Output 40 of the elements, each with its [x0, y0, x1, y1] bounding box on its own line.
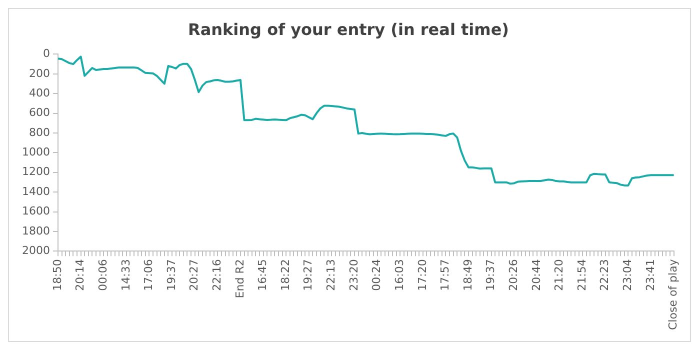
x-tick-label: 17:57	[438, 259, 452, 291]
y-tick-label: 2000	[22, 244, 50, 258]
x-tick-label: 00:06	[96, 259, 110, 291]
y-tick-label: 1800	[22, 224, 50, 238]
x-tick-label: 18:22	[278, 259, 292, 291]
x-tick-label: 19:27	[302, 259, 315, 291]
y-tick-label: 0	[42, 47, 50, 60]
x-tick-label: 18:49	[461, 259, 474, 291]
x-tick-label: 23:04	[621, 259, 634, 291]
x-tick-label: 23:41	[644, 259, 657, 291]
y-tick-label: 1400	[22, 184, 50, 198]
x-tick-label: 22:16	[210, 259, 224, 291]
x-tick-label: 20:14	[74, 259, 87, 291]
x-tick-label: 20:44	[530, 259, 543, 291]
y-tick-label: 1200	[22, 165, 50, 178]
x-tick-label: 19:37	[164, 259, 178, 291]
x-tick-label: 22:13	[324, 259, 338, 291]
x-tick-label: 20:27	[188, 259, 201, 291]
x-tick-label: 20:26	[507, 259, 520, 291]
x-tick-label: 16:45	[256, 259, 270, 291]
x-tick-label: 21:54	[575, 259, 588, 291]
y-tick-label: 1600	[22, 204, 50, 218]
x-tick-label: 19:37	[484, 259, 498, 291]
y-tick-label: 400	[28, 86, 50, 100]
x-tick-label: Close of play	[666, 258, 680, 330]
y-tick-label: 200	[28, 66, 50, 80]
y-tick-label: 800	[28, 126, 50, 139]
x-tick-label: 23:20	[347, 259, 360, 291]
x-tick-label: 16:03	[392, 259, 406, 291]
chart-title: Ranking of your entry (in real time)	[188, 20, 509, 39]
x-tick-label: 18:50	[50, 259, 64, 291]
x-tick-label: 17:06	[142, 259, 156, 291]
x-tick-label: 22:23	[598, 259, 612, 291]
x-tick-label: 00:24	[370, 259, 384, 291]
x-tick-label: 17:20	[416, 259, 429, 291]
y-tick-label: 600	[28, 106, 50, 120]
y-tick-label: 1000	[22, 146, 50, 159]
x-tick-label: 14:33	[119, 259, 132, 291]
x-tick-label: 21:20	[552, 259, 566, 291]
x-tick-label: End R2	[233, 259, 246, 298]
